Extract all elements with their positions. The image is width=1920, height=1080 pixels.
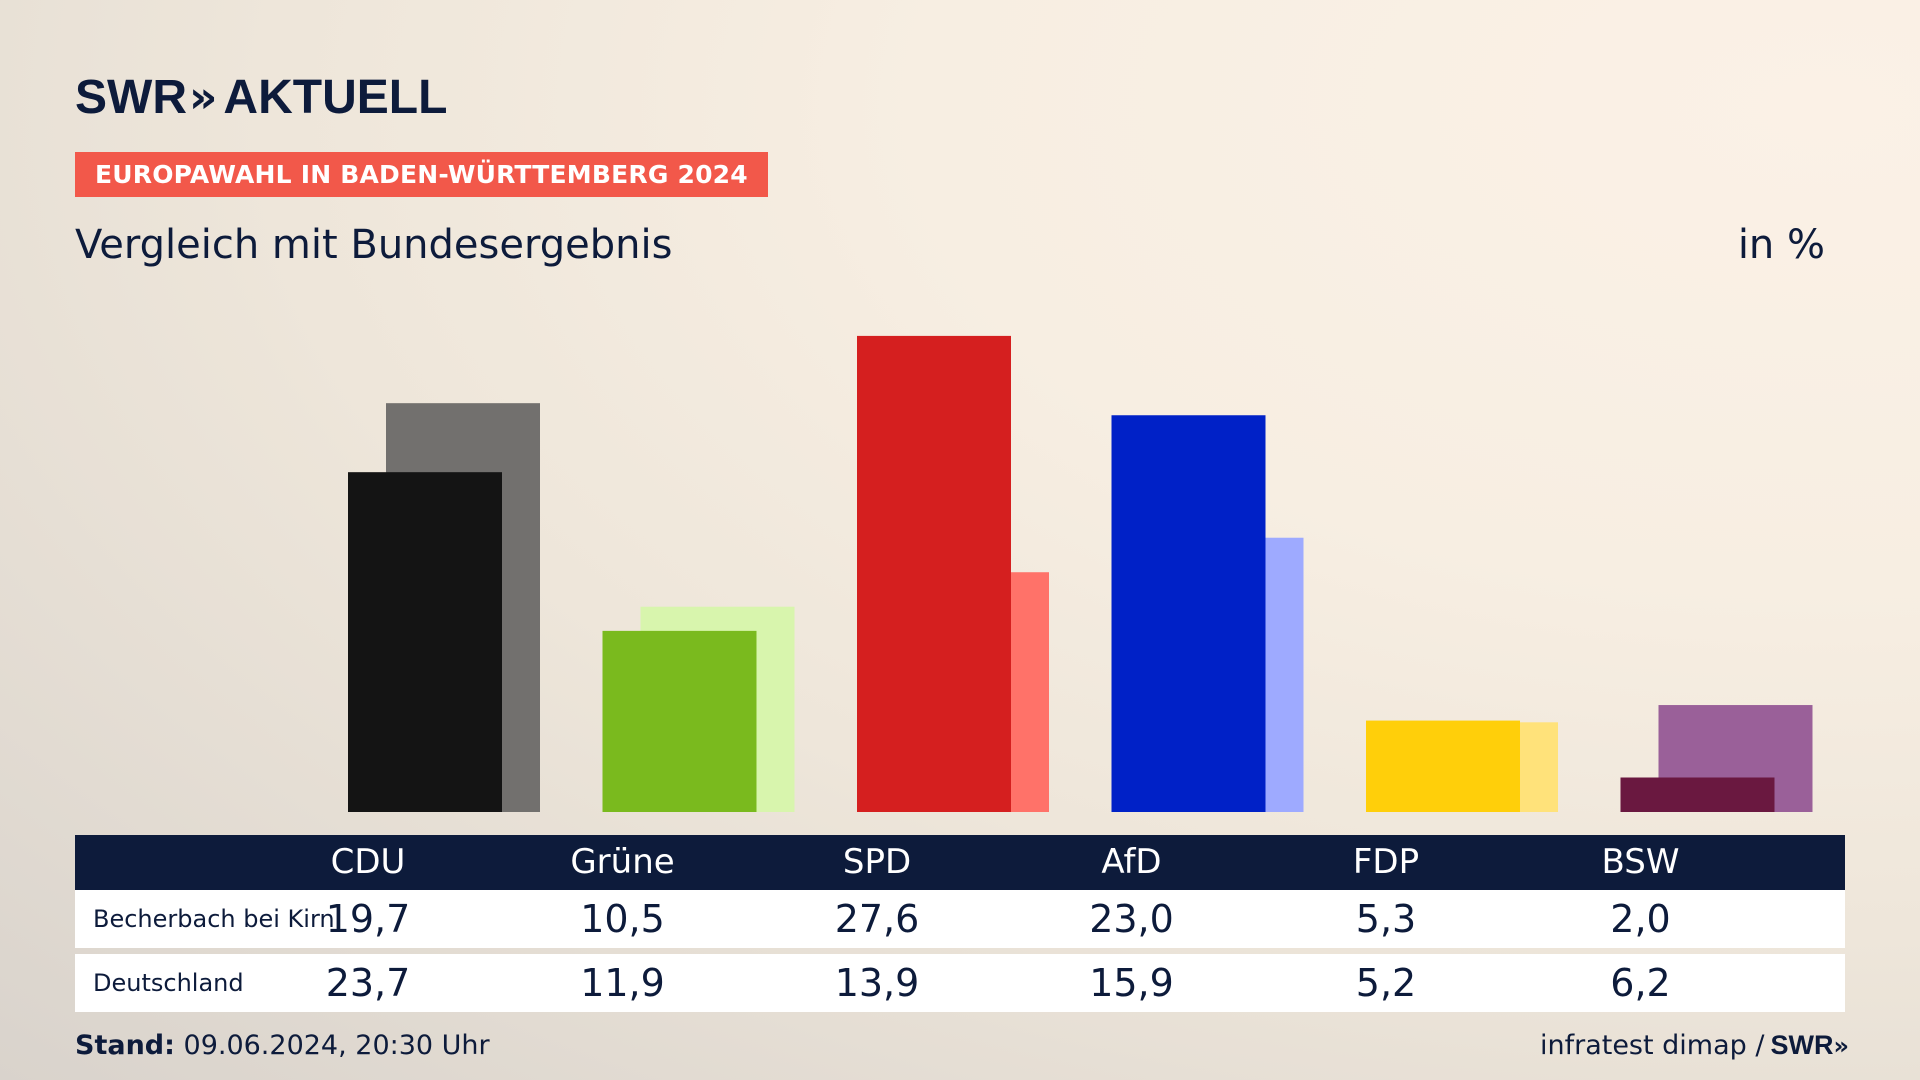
election-badge: EUROPAWAHL IN BADEN-WÜRTTEMBERG 2024	[75, 152, 768, 197]
logo-swr: SWR	[75, 71, 187, 124]
value-cell-afd: 23,0	[1089, 897, 1174, 941]
value-cell-bsw: 6,2	[1610, 961, 1671, 1005]
value-cell-gruene: 10,5	[580, 897, 665, 941]
table-body: Becherbach bei Kirn 19,7 10,5 27,6 23,0 5,3 2,…	[75, 890, 1845, 1012]
column-header-cdu: CDU	[330, 842, 406, 882]
value-cell-fdp: 5,3	[1355, 897, 1417, 941]
bar-becherbach-cdu	[348, 472, 502, 812]
footer-swr-logo: SWR	[1770, 1030, 1834, 1060]
row-label: Becherbach bei Kirn	[93, 905, 335, 933]
row-label: Deutschland	[93, 969, 244, 997]
results-table: CDU Grüne SPD AfD FDP BSW Becherbach bei Kirn…	[75, 835, 1845, 1012]
logo-aktuell: AKTUELL	[223, 71, 448, 124]
table-row: Deutschland 23,7 11,9 13,9 15,9 5,2 6,2	[75, 954, 1845, 1012]
bar-becherbach-bsw	[1620, 777, 1775, 812]
stand-label: Stand:	[75, 1030, 175, 1061]
bar-becherbach-afd	[1111, 415, 1266, 812]
table-row: Becherbach bei Kirn 19,7 10,5 27,6 23,0 5,3 2,…	[75, 890, 1845, 948]
value-cell-spd: 27,6	[834, 897, 920, 941]
table-header-row: CDU Grüne SPD AfD FDP BSW	[75, 835, 1845, 890]
chart-subtitle: Vergleich mit Bundesergebnis	[75, 222, 673, 268]
source-text: infratest dimap /	[1539, 1030, 1765, 1061]
bar-becherbach-gruene	[602, 630, 757, 812]
timestamp: Stand: 09.06.2024, 20:30 Uhr	[75, 1030, 490, 1061]
value-cell-cdu: 23,7	[325, 961, 411, 1005]
value-cell-bsw: 2,0	[1610, 897, 1671, 941]
value-cell-cdu: 19,7	[325, 897, 411, 941]
value-cell-fdp: 5,2	[1355, 961, 1417, 1005]
value-cell-spd: 13,9	[834, 961, 920, 1005]
footer-arrows-icon: »	[1833, 1031, 1848, 1060]
bar-becherbach-spd	[857, 335, 1011, 812]
column-header-gruene: Grüne	[570, 842, 675, 882]
bar-becherbach-fdp	[1366, 720, 1520, 812]
swr-aktuell-logo: SWR » AKTUELL	[75, 70, 447, 125]
bar-chart	[348, 335, 1813, 812]
column-header-bsw: BSW	[1601, 842, 1680, 882]
stand-value: 09.06.2024, 20:30 Uhr	[183, 1030, 490, 1061]
source-credit: infratest dimap / SWR »	[1539, 1030, 1849, 1061]
unit-label: in %	[1737, 222, 1825, 268]
column-header-fdp: FDP	[1352, 842, 1420, 882]
value-cell-gruene: 11,9	[580, 961, 665, 1005]
value-cell-afd: 15,9	[1089, 961, 1174, 1005]
column-header-afd: AfD	[1101, 842, 1162, 882]
column-header-spd: SPD	[842, 842, 912, 882]
